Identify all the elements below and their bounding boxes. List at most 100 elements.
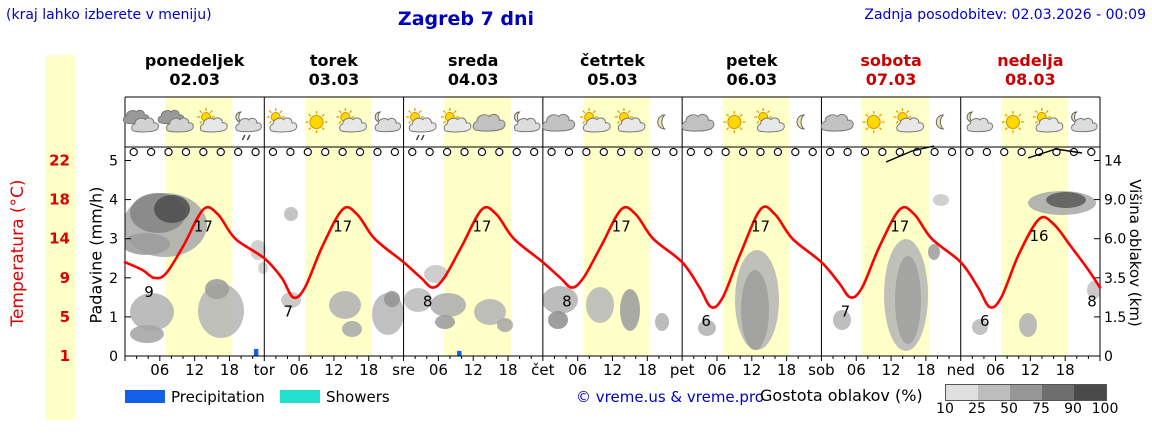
drizzle-mark	[420, 134, 425, 141]
weather-icon-moon-cloud	[513, 111, 541, 133]
height-tick-label: 3.5	[1104, 271, 1126, 287]
temp-tick-label: 1	[60, 347, 70, 365]
sun-ray	[308, 113, 312, 117]
cloud-cover-circle	[547, 147, 556, 157]
cloud-cover-circle	[199, 147, 208, 157]
sun-ray	[766, 110, 771, 114]
sun-ray	[209, 110, 213, 114]
cloud-cover-circle	[738, 147, 748, 157]
cloud-layer-blob	[130, 293, 174, 331]
cloud-layer-blob	[384, 291, 400, 307]
cloud-layer-blob	[198, 284, 244, 338]
day-header: sreda 04.03	[448, 51, 499, 89]
copyright-link[interactable]: © vreme.us & vreme.pro	[576, 388, 764, 406]
sun-disc	[1005, 115, 1020, 129]
precipitation-legend-label: Precipitation	[171, 388, 265, 406]
day-date: 08.03	[1005, 70, 1056, 89]
temp-tick-label: 9	[60, 269, 70, 287]
time-tick-label: 12	[324, 361, 343, 379]
drizzle-mark	[246, 134, 251, 141]
time-tick-label: 12	[1021, 361, 1040, 379]
cloud-cover-circle	[460, 147, 469, 157]
time-tick-label: 06	[707, 361, 726, 379]
cloud-layer-blob	[1019, 313, 1037, 337]
weather-icon-moon-cloud-rain	[235, 111, 262, 141]
cloud-density-tick: 25	[968, 401, 986, 417]
sun-ray	[878, 127, 882, 131]
drizzle-mark	[241, 134, 246, 141]
day-abbr-label: čet	[531, 361, 554, 379]
sun-ray	[442, 110, 447, 114]
time-tick-label: 06	[150, 361, 169, 379]
temp-min-label: 6	[980, 312, 990, 330]
day-date: 03.03	[308, 70, 360, 89]
cloud-density-scale	[945, 384, 1107, 401]
cloud-density-tick: 50	[1000, 401, 1018, 417]
cloud-density-label: Gostota oblakov (%)	[760, 386, 923, 405]
cloud-shape	[374, 117, 402, 133]
weather-icon-sun-cloud	[197, 108, 228, 133]
cloud-shape	[269, 117, 298, 133]
cloud-shape	[1035, 117, 1064, 133]
cloud-layer-blob	[404, 288, 432, 312]
cloud-shape	[131, 117, 159, 133]
cloud-layer-blob	[154, 195, 190, 223]
day-header: četrtek 05.03	[580, 51, 645, 89]
day-abbr-label: pet	[670, 361, 695, 379]
temp-min-label: 7	[284, 302, 294, 320]
cloud-cover-circle	[530, 147, 539, 157]
cloud-shape	[443, 117, 472, 133]
weather-icon-cloud	[542, 113, 576, 132]
showers-swatch	[280, 390, 320, 403]
showers-legend-label: Showers	[326, 388, 390, 406]
temp-max-label: 17	[333, 217, 352, 235]
cloud-cover-circle	[965, 147, 974, 157]
cloud-density-tick: 10	[936, 401, 954, 417]
cloud-cover-circle	[582, 147, 591, 157]
weather-icon-moon-cloud	[966, 111, 994, 133]
cloud-shape	[820, 113, 854, 132]
sun-ray	[1018, 127, 1022, 131]
weather-icon-sun	[862, 111, 885, 133]
day-name: nedelja	[997, 51, 1064, 70]
cloud-shape	[896, 117, 924, 133]
weather-icon-cloud	[820, 113, 854, 132]
sun-ray	[739, 127, 743, 131]
cloud-cover-circle	[234, 147, 243, 157]
day-name: četrtek	[579, 51, 646, 70]
precip-tick-label: 3	[109, 232, 118, 248]
cloud-cover-circle	[808, 147, 817, 157]
sun-ray	[582, 110, 586, 114]
temp-tick-label: 14	[49, 230, 70, 248]
sun-ray	[1004, 127, 1008, 131]
cloud-cover-circle	[373, 147, 382, 157]
page-title: Zagreb 7 dni	[397, 8, 535, 30]
time-tick-label: 12	[603, 361, 622, 379]
cloud-cover-circle	[686, 147, 695, 157]
sun-disc	[727, 115, 742, 129]
day-abbr-label: tor	[254, 361, 276, 379]
cloud-cover-circle	[338, 147, 347, 157]
cloud-cover-circle	[425, 147, 434, 157]
sun-ray	[865, 127, 869, 131]
height-tick-label: 9.0	[1104, 193, 1126, 209]
cloud-cover-circle	[129, 147, 138, 157]
sun-ray	[617, 120, 621, 124]
time-tick-label: 06	[568, 361, 587, 379]
sun-ray	[199, 120, 203, 124]
sun-ray	[865, 113, 869, 117]
cloud-shape	[166, 117, 194, 133]
cloud-density-segment	[1042, 385, 1074, 400]
cloud-shape	[582, 117, 611, 133]
cloud-shape	[757, 117, 785, 133]
cloud-layer-blob	[928, 244, 940, 260]
cloud-cover-circle	[164, 147, 173, 157]
temp-tick-label: 18	[49, 191, 70, 209]
cloud-density-tick: 100	[1091, 401, 1119, 417]
day-abbr-label: sre	[392, 361, 415, 379]
sun-ray	[321, 113, 325, 117]
temp-max-label: 17	[890, 217, 909, 235]
sun-ray	[906, 110, 910, 114]
cloud-layer-blob	[342, 321, 362, 337]
